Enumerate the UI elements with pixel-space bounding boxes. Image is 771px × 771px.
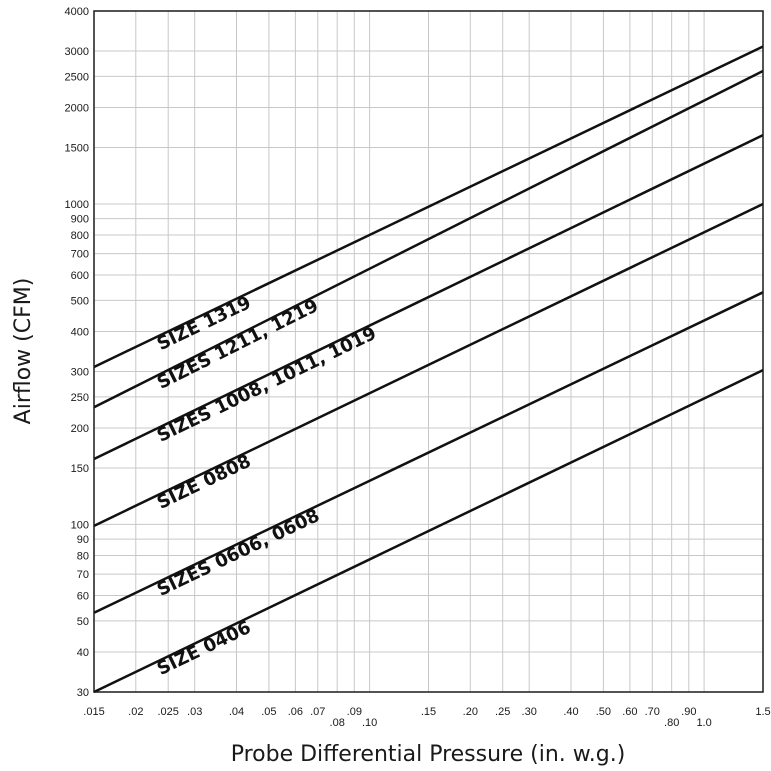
x-tick-label: .15 — [421, 706, 436, 718]
x-tick-label: .06 — [288, 706, 303, 718]
series-label: SIZES 0606, 0608 — [154, 505, 323, 601]
y-tick-label: 900 — [71, 214, 89, 226]
x-tick-labels: .015 .02 .025 .03 .04 .05 .06 .07 .08.09.10 .15 .2… — [83, 706, 770, 729]
x-tick-label: .20 — [463, 706, 478, 718]
y-tick-label: 70 — [77, 569, 89, 581]
y-tick-labels: 30 40 50 60 70 80 90 100 150 200 250 300 400 500 600 70… — [65, 6, 89, 699]
y-tick-label: 300 — [71, 367, 89, 379]
x-tick-label: .40 — [563, 706, 578, 718]
x-tick-label: .09 — [347, 706, 362, 718]
y-tick-label: 90 — [77, 534, 89, 546]
y-axis-title: Airflow (CFM) — [11, 278, 36, 425]
series-line — [93, 69, 764, 409]
y-tick-label: 1000 — [65, 199, 89, 211]
grid — [93, 10, 764, 693]
x-tick-label: .07 — [310, 706, 325, 718]
x-axis-title: Probe Differential Pressure (in. w.g.) — [231, 742, 626, 767]
x-tick-label: .50 — [596, 706, 611, 718]
y-tick-label: 150 — [71, 463, 89, 475]
y-tick-label: 50 — [77, 616, 89, 628]
y-tick-label: 600 — [71, 270, 89, 282]
plot-frame — [93, 10, 764, 693]
x-tick-label: .025 — [157, 706, 178, 718]
x-tick-label: .70 — [645, 706, 660, 718]
x-tick-label: .60 — [622, 706, 637, 718]
x-tick-label: .015 — [83, 706, 104, 718]
y-tick-label: 3000 — [65, 46, 89, 58]
x-tick-label: .10 — [362, 717, 377, 729]
y-tick-label: 30 — [77, 687, 89, 699]
y-tick-label: 60 — [77, 591, 89, 603]
x-tick-label: .90 — [681, 706, 696, 718]
x-tick-label: 1.0 — [696, 717, 711, 729]
y-tick-label: 200 — [71, 423, 89, 435]
series-label: SIZE 0406 — [154, 617, 254, 680]
x-tick-label: .02 — [128, 706, 143, 718]
y-tick-label: 2500 — [65, 71, 89, 83]
x-tick-label: .25 — [495, 706, 510, 718]
y-tick-label: 2000 — [65, 102, 89, 114]
x-tick-label: .03 — [187, 706, 202, 718]
series-line — [93, 202, 764, 527]
y-tick-label: 250 — [71, 392, 89, 404]
y-tick-label: 1500 — [65, 143, 89, 155]
series-line — [93, 291, 764, 614]
series-line — [93, 45, 764, 369]
x-tick-label: 1.5 — [755, 706, 770, 718]
x-tick-label: .30 — [522, 706, 537, 718]
y-tick-label: 500 — [71, 295, 89, 307]
series-label: SIZE 0808 — [154, 451, 254, 514]
y-tick-label: 800 — [71, 230, 89, 242]
y-tick-label: 100 — [71, 519, 89, 531]
y-tick-label: 700 — [71, 249, 89, 261]
y-tick-label: 80 — [77, 550, 89, 562]
x-tick-label: .04 — [229, 706, 244, 718]
series-line — [93, 133, 764, 461]
x-tick-label: .08 — [330, 717, 345, 729]
y-tick-label: 40 — [77, 647, 89, 659]
series-lines — [93, 45, 764, 694]
series-line — [93, 369, 764, 694]
x-tick-label: .05 — [261, 706, 276, 718]
y-tick-label: 4000 — [65, 6, 89, 18]
x-tick-label: .80 — [664, 717, 679, 729]
y-tick-label: 400 — [71, 326, 89, 338]
